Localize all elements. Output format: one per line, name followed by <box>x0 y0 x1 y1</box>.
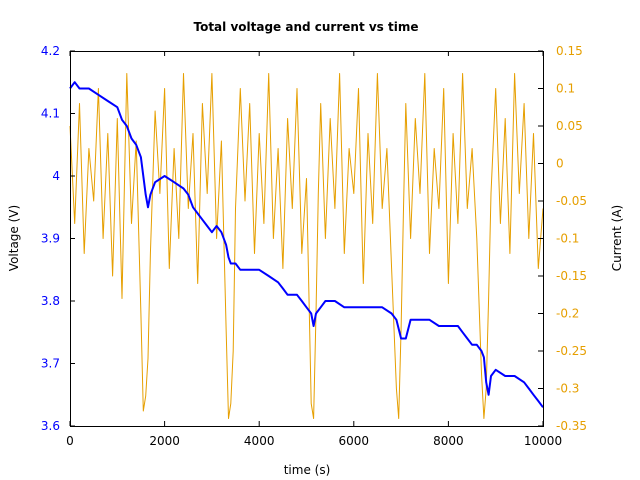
y2-tick-label: -0.25 <box>556 344 587 358</box>
y-tick-label: 3.6 <box>41 419 60 433</box>
y2-tick-label: -0.3 <box>556 382 579 396</box>
y-tick-label: 4.2 <box>41 44 60 58</box>
chart-title: Total voltage and current vs time <box>193 20 418 34</box>
x-tick-label: 0 <box>66 434 74 448</box>
ticks-layer: 0 2000 4000 6000 8000 10000 3.6 3.7 3.8 3.9 4 4.1 4.… <box>41 44 587 448</box>
y2-tick-label: 0 <box>556 157 564 171</box>
x-axis-label: time (s) <box>284 463 331 477</box>
y2-tick-label: -0.15 <box>556 269 587 283</box>
y-tick-label: 3.8 <box>41 294 60 308</box>
x-tick-label: 6000 <box>339 434 370 448</box>
x-tick-label: 2000 <box>149 434 180 448</box>
y2-axis-label: Current (A) <box>610 205 624 271</box>
current-series-line <box>69 73 544 419</box>
y2-tick-label: -0.05 <box>556 194 587 208</box>
plot-frame <box>70 51 544 427</box>
y-axis-label: Voltage (V) <box>7 205 21 271</box>
y2-tick-label: 0.05 <box>556 119 583 133</box>
y-tick-label: 3.9 <box>41 232 60 246</box>
x-tick-label: 10000 <box>524 434 562 448</box>
y2-tick-label: -0.35 <box>556 419 587 433</box>
series-layer <box>69 73 544 419</box>
y-tick-label: 4 <box>52 169 60 183</box>
y2-tick-label: -0.1 <box>556 232 579 246</box>
voltage-series-line <box>69 81 544 408</box>
y2-tick-label: 0.15 <box>556 44 583 58</box>
x-tick-label: 4000 <box>244 434 275 448</box>
y2-tick-label: -0.2 <box>556 307 579 321</box>
y-tick-label: 4.1 <box>41 107 60 121</box>
y2-tick-label: 0.1 <box>556 82 575 96</box>
x-tick-label: 8000 <box>433 434 464 448</box>
y-tick-label: 3.7 <box>41 357 60 371</box>
